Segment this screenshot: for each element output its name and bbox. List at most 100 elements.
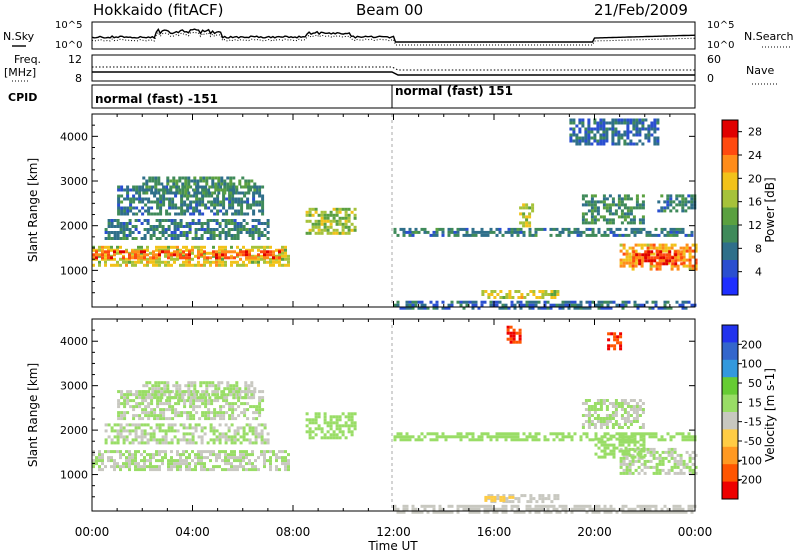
heatmap-cell: [600, 449, 604, 453]
heatmap-cell: [670, 246, 674, 250]
heatmap-cell: [104, 228, 108, 231]
heatmap-cell: [168, 206, 172, 210]
heatmap-cell: [187, 396, 191, 400]
heatmap-cell: [257, 263, 260, 267]
heatmap-cell: [426, 432, 430, 436]
heatmap-cell: [246, 417, 250, 421]
heatmap-cell: [618, 233, 622, 237]
heatmap-cell: [632, 121, 636, 125]
heatmap-cell: [203, 231, 207, 234]
heatmap-cell: [593, 426, 597, 429]
heatmap-cell: [245, 432, 249, 436]
heatmap-cell: [147, 417, 151, 421]
heatmap-cell: [251, 426, 255, 430]
heatmap-cell: [655, 450, 659, 454]
heatmap-cell: [162, 185, 166, 189]
heatmap-cell: [208, 384, 212, 388]
heatmap-cell: [140, 459, 143, 463]
heatmap-cell: [107, 237, 111, 240]
heatmap-cell: [195, 206, 199, 210]
heatmap-cell: [582, 306, 586, 310]
heatmap-cell: [679, 462, 683, 466]
heatmap-cell: [504, 504, 508, 508]
heatmap-cell: [263, 256, 266, 260]
heatmap-cell: [221, 468, 224, 472]
colorbar-tick-label: -50: [744, 435, 762, 448]
heatmap-cell: [596, 408, 600, 411]
heatmap-cell: [260, 234, 264, 237]
heatmap-cell: [186, 188, 190, 192]
heatmap-cell: [177, 206, 181, 210]
heatmap-cell: [673, 459, 677, 463]
heatmap-cell: [662, 256, 666, 260]
heatmap-cell: [320, 216, 324, 220]
heatmap-cell: [639, 510, 643, 514]
heatmap-cell: [353, 412, 357, 416]
heatmap-cell: [645, 300, 649, 304]
heatmap-cell: [341, 207, 345, 211]
noise-tick-lo-left: 10^0: [55, 40, 82, 51]
heatmap-cell: [197, 263, 200, 267]
heatmap-cell: [244, 185, 248, 189]
heatmap-cell: [645, 233, 649, 237]
heatmap-cell: [117, 206, 121, 210]
heatmap-cell: [622, 264, 626, 268]
heatmap-cell: [213, 203, 217, 207]
heatmap-cell: [148, 179, 152, 183]
heatmap-cell: [690, 507, 694, 511]
heatmap-cell: [219, 417, 223, 421]
heatmap-cell: [411, 435, 415, 439]
heatmap-cell: [214, 188, 218, 192]
heatmap-cell: [155, 426, 159, 430]
heatmap-cell: [208, 381, 212, 385]
heatmap-cell: [347, 418, 351, 422]
heatmap-cell: [248, 253, 251, 257]
heatmap-cell: [441, 227, 445, 231]
heatmap-cell: [631, 453, 635, 457]
heatmap-cell: [681, 197, 685, 201]
heatmap-cell: [221, 450, 224, 454]
heatmap-cell: [489, 300, 493, 304]
heatmap-cell: [209, 468, 212, 472]
heatmap-cell: [525, 203, 529, 207]
heatmap-cell: [119, 237, 123, 240]
heatmap-cell: [498, 230, 502, 234]
heatmap-cell: [584, 194, 588, 198]
heatmap-cell: [251, 468, 254, 472]
heatmap-cell: [252, 194, 256, 198]
heatmap-cell: [146, 260, 149, 264]
heatmap-cell: [408, 435, 412, 439]
x-tick-label: 00:00: [75, 525, 110, 539]
heatmap-cell: [213, 200, 217, 204]
heatmap-cell: [159, 414, 163, 418]
heatmap-cell: [149, 228, 153, 231]
heatmap-cell: [95, 456, 98, 460]
heatmap-cell: [673, 447, 677, 451]
heatmap-cell: [516, 227, 520, 231]
heatmap-cell: [519, 438, 523, 442]
heatmap-cell: [150, 402, 154, 406]
heatmap-cell: [272, 453, 275, 457]
heatmap-cell: [116, 462, 119, 466]
heatmap-cell: [233, 438, 237, 442]
heatmap-cell: [198, 209, 202, 213]
heatmap-cell: [652, 456, 656, 460]
heatmap-cell: [132, 194, 136, 198]
heatmap-cell: [573, 300, 577, 304]
heatmap-cell: [679, 252, 683, 256]
heatmap-cell: [234, 209, 238, 213]
heatmap-cell: [447, 504, 451, 508]
heatmap-cell: [158, 453, 161, 457]
heatmap-cell: [317, 222, 321, 226]
heatmap-cell: [681, 303, 685, 307]
heatmap-cell: [317, 427, 321, 431]
heatmap-cell: [138, 402, 142, 406]
heatmap-cell: [599, 127, 603, 131]
heatmap-cell: [688, 471, 692, 475]
heatmap-cell: [166, 390, 170, 394]
heatmap-cell: [149, 438, 153, 442]
heatmap-cell: [131, 260, 134, 264]
heatmap-cell: [522, 212, 526, 216]
heatmap-cell: [567, 435, 571, 439]
